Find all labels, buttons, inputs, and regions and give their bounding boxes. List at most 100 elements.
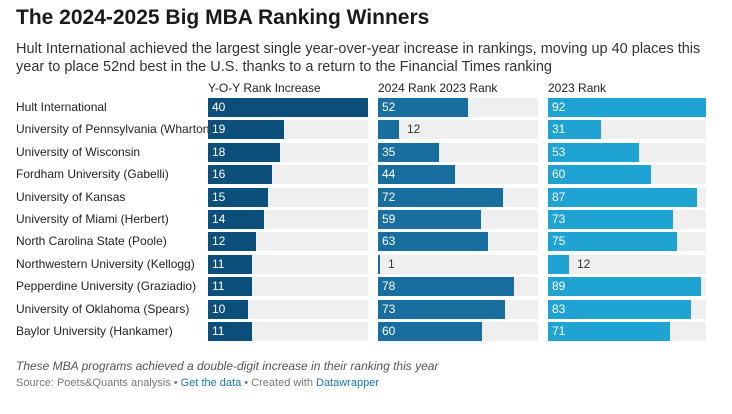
bar (548, 277, 701, 297)
bar (208, 254, 252, 274)
bar-value-label: 18 (212, 144, 226, 159)
bar-value-label: 73 (382, 301, 396, 316)
get-data-link[interactable]: Get the data (180, 377, 242, 389)
bar (378, 254, 380, 274)
bar-value-label: 53 (552, 144, 566, 159)
datawrapper-link[interactable]: Datawrapper (316, 377, 379, 389)
bar-track: 75 (548, 232, 706, 252)
bar-track: 12 (208, 232, 368, 252)
bar (378, 120, 399, 140)
bar (378, 187, 503, 207)
bar-track: 73 (378, 299, 538, 319)
bar (548, 210, 673, 229)
bar (208, 322, 252, 341)
bar (378, 232, 488, 252)
row-label: University of Miami (Herbert) (16, 212, 169, 226)
bar-track: 63 (378, 232, 538, 252)
bar (208, 142, 280, 162)
bar-track: 15 (208, 187, 368, 207)
bar-track: 19 (208, 120, 368, 140)
chart-note: These MBA programs achieved a double-dig… (16, 359, 439, 373)
bar-value-label: 89 (552, 279, 566, 294)
bar-track: 11 (208, 277, 368, 297)
bar-track: 53 (548, 142, 706, 162)
bar-value-label: 83 (552, 301, 566, 316)
bar-value-label: 60 (552, 167, 566, 182)
bar-track: 40 (208, 98, 368, 117)
bar-track: 35 (378, 142, 538, 162)
bar (548, 120, 601, 140)
bar (208, 299, 248, 319)
bar (548, 322, 670, 341)
bar (378, 142, 439, 162)
bar-track: 89 (548, 277, 706, 297)
column-header: 2023 Rank (548, 81, 607, 95)
source-text: Source: Poets&Quants analysis (16, 377, 171, 389)
bar-value-label: 1 (388, 256, 395, 271)
bar-track: 11 (208, 254, 368, 274)
bar-track: 11 (208, 322, 368, 341)
row-label: North Carolina State (Poole) (16, 234, 167, 249)
bar-track: 87 (548, 187, 706, 207)
created-with-text: • Created with (241, 377, 316, 389)
source-line: Source: Poets&Quants analysis • Get the … (16, 377, 379, 389)
bar (548, 142, 639, 162)
row-label: University of Pennsylvania (Wharton) (16, 122, 214, 137)
bar-track: 83 (548, 299, 706, 319)
bar (208, 277, 252, 297)
bar-value-label: 78 (382, 279, 396, 294)
bar-value-label: 11 (212, 279, 225, 294)
bar-value-label: 19 (212, 122, 226, 137)
row-label: Fordham University (Gabelli) (16, 167, 169, 182)
row-label: University of Kansas (16, 189, 126, 204)
bar-track: 14 (208, 210, 368, 229)
bar-track: 60 (378, 322, 538, 341)
row-label: University of Oklahoma (Spears) (16, 301, 190, 316)
bar-value-label: 71 (552, 324, 566, 338)
bar-value-label: 44 (382, 167, 396, 182)
bar-value-label: 11 (212, 324, 225, 338)
bar-value-label: 12 (577, 256, 591, 271)
bar-value-label: 12 (407, 122, 421, 137)
bar (548, 98, 706, 117)
column-header: 2024 Rank 2023 Rank (378, 81, 498, 95)
row-label: Pepperdine University (Graziadio) (16, 279, 197, 294)
bar-track: 60 (548, 165, 706, 185)
bar-track: 16 (208, 165, 368, 185)
bar-track: 18 (208, 142, 368, 162)
bar-value-label: 60 (382, 324, 396, 338)
bar (378, 277, 514, 297)
bar-track: 44 (378, 165, 538, 185)
row-label: Baylor University (Hankamer) (16, 324, 173, 338)
bar (208, 165, 272, 185)
row-label: University of Wisconsin (16, 144, 141, 159)
chart-title: The 2024-2025 Big MBA Ranking Winners (16, 6, 430, 29)
column-header: Y-O-Y Rank Increase (208, 81, 321, 95)
bar (208, 120, 284, 140)
bar-value-label: 14 (212, 212, 226, 226)
bar-value-label: 31 (552, 122, 566, 137)
bar-track: 10 (208, 299, 368, 319)
bar-value-label: 15 (212, 189, 226, 204)
bar-track: 52 (378, 98, 538, 117)
bar-track: 72 (378, 187, 538, 207)
bar-value-label: 40 (212, 100, 226, 114)
bar-track: 59 (378, 210, 538, 229)
bar-value-label: 12 (212, 234, 226, 249)
bar-track: 92 (548, 98, 706, 117)
bar (548, 299, 691, 319)
bar (378, 210, 481, 229)
chart-subtitle: Hult International achieved the largest … (16, 41, 701, 75)
bar (208, 232, 256, 252)
bar-track: 1 (378, 254, 538, 274)
bar-value-label: 52 (382, 100, 396, 114)
bar-track: 12 (378, 120, 538, 140)
bar-value-label: 73 (552, 212, 566, 226)
bar-value-label: 16 (212, 167, 226, 182)
bar-track: 31 (548, 120, 706, 140)
bar-value-label: 59 (382, 212, 396, 226)
bar (378, 299, 505, 319)
bar (548, 254, 569, 274)
bar (378, 322, 482, 341)
bar-track: 71 (548, 322, 706, 341)
